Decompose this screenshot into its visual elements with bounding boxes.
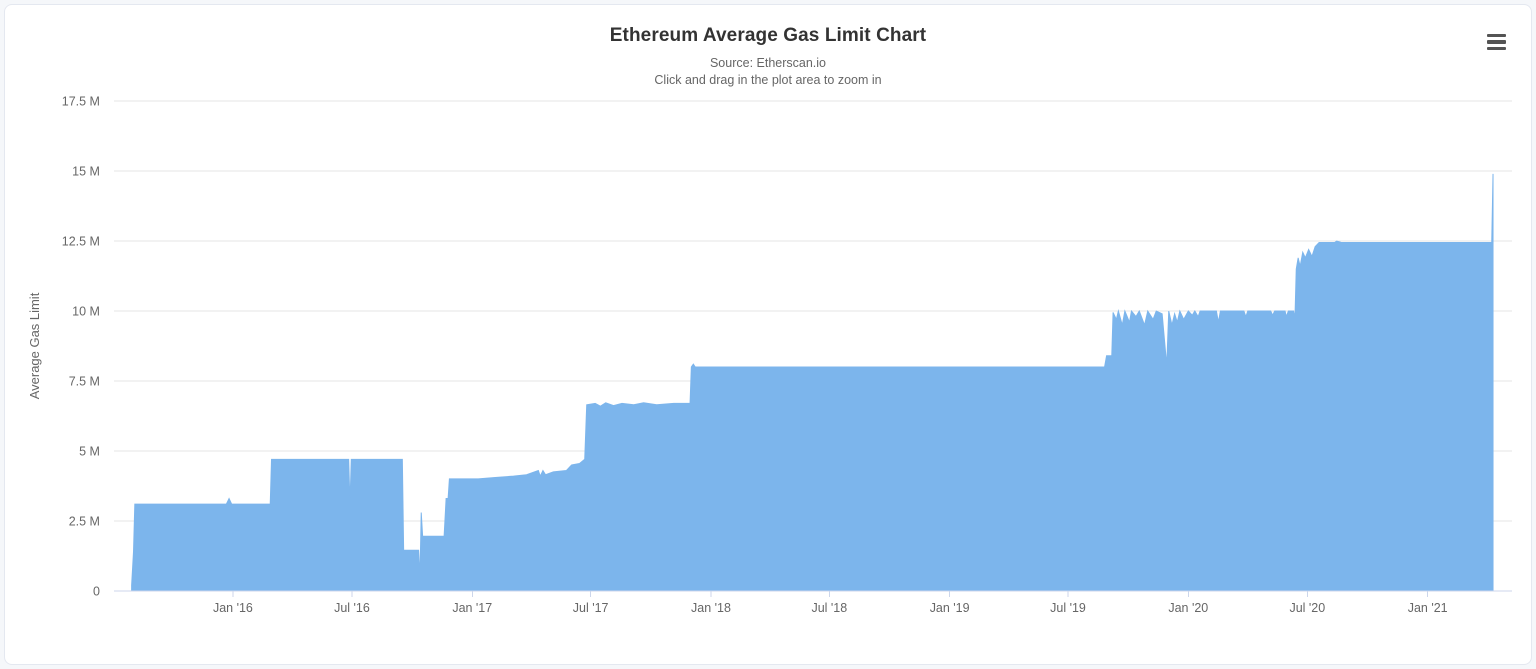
hamburger-menu-icon: [1487, 34, 1506, 38]
x-tick-label: Jul '17: [573, 601, 609, 615]
x-axis-labels: Jan '16 Jul '16 Jan '17 Jul '17 Jan '18 Jul '…: [213, 601, 1448, 615]
x-tick-label: Jan '21: [1408, 601, 1448, 615]
chart-zoom-hint-text: Click and drag in the plot area to zoom …: [654, 73, 882, 87]
y-tick-label: 17.5 M: [62, 95, 100, 109]
chart-card: 0 2.5 M 5 M 7.5 M 10 M 12.5 M 15 M 17.5 M Jan '1…: [4, 4, 1532, 665]
chart-subtitle: Source: Etherscan.io Click and drag in t…: [5, 55, 1531, 89]
y-axis-labels: 0 2.5 M 5 M 7.5 M 10 M 12.5 M 15 M 17.5 M: [62, 95, 100, 599]
x-tick-label: Jan '17: [452, 601, 492, 615]
chart-context-menu-button[interactable]: [1487, 34, 1506, 50]
x-tick-label: Jul '20: [1289, 601, 1325, 615]
y-tick-label: 12.5 M: [62, 235, 100, 249]
y-tick-label: 10 M: [72, 305, 100, 319]
x-tick-label: Jul '19: [1050, 601, 1086, 615]
x-tick-label: Jan '16: [213, 601, 253, 615]
y-tick-label: 0: [93, 584, 100, 598]
y-tick-label: 5 M: [79, 444, 100, 458]
x-tick-label: Jan '19: [930, 601, 970, 615]
chart-source-text: Source: Etherscan.io: [709, 56, 827, 70]
chart-title: Ethereum Average Gas Limit Chart: [609, 25, 927, 46]
y-tick-label: 15 M: [72, 165, 100, 179]
gas-limit-area-series: [131, 173, 1494, 592]
x-tick-label: Jul '16: [334, 601, 370, 615]
plot-area[interactable]: 0 2.5 M 5 M 7.5 M 10 M 12.5 M 15 M 17.5 M Jan '1…: [5, 5, 1531, 664]
x-tick-label: Jul '18: [811, 601, 847, 615]
x-tick-label: Jan '18: [691, 601, 731, 615]
x-axis: [113, 590, 1513, 597]
y-tick-label: 2.5 M: [69, 514, 100, 528]
hamburger-menu-icon: [1487, 46, 1506, 50]
y-axis-title: Average Gas Limit: [27, 292, 42, 399]
x-tick-label: Jan '20: [1168, 601, 1208, 615]
y-tick-label: 7.5 M: [69, 374, 100, 388]
hamburger-menu-icon: [1487, 40, 1506, 44]
